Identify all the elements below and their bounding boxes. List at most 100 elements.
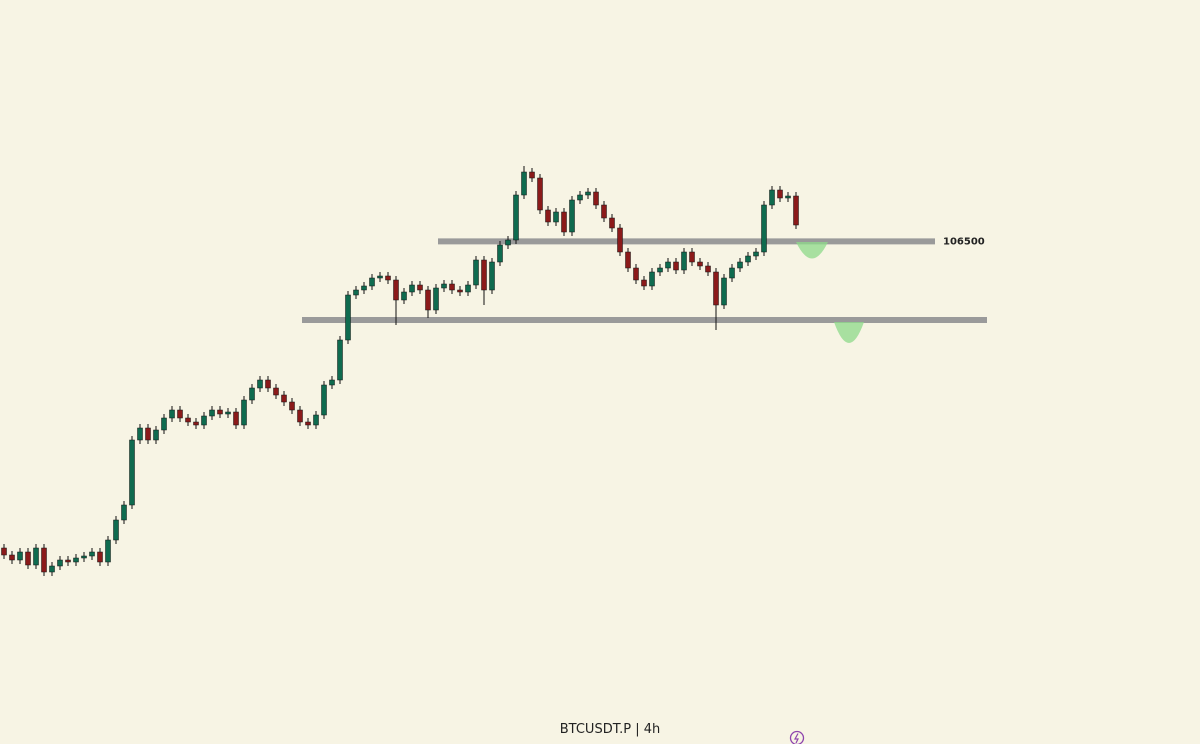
candle-body: [281, 394, 287, 403]
candle-body: [553, 211, 559, 223]
candle-body: [713, 271, 719, 306]
candle-body: [33, 547, 39, 566]
candle-body: [89, 551, 95, 557]
candle-body: [649, 271, 655, 287]
candle-body: [153, 429, 159, 441]
candle-body: [529, 171, 535, 179]
candle-body: [625, 251, 631, 269]
candle-body: [81, 555, 87, 559]
candle-body: [241, 399, 247, 426]
candle-body: [657, 267, 663, 273]
candle-body: [665, 261, 671, 269]
candle-body: [489, 261, 495, 291]
candle-body: [137, 427, 143, 441]
candle-body: [57, 559, 63, 567]
candle-body: [65, 559, 71, 563]
candle-body: [417, 284, 423, 291]
candle-body: [569, 199, 575, 233]
candle-body: [49, 565, 55, 573]
candle-body: [449, 283, 455, 291]
candle-body: [41, 547, 47, 573]
candle-body: [161, 417, 167, 431]
candle-body: [457, 289, 463, 293]
candle-body: [257, 379, 263, 389]
status-icon: [789, 730, 805, 744]
candle-body: [345, 294, 351, 341]
candle-body: [329, 379, 335, 386]
candle-body: [233, 411, 239, 426]
candle-body: [761, 204, 767, 253]
candle-body: [601, 204, 607, 219]
candle-body: [409, 284, 415, 293]
candle-body: [681, 251, 687, 271]
levels: 106500: [302, 236, 987, 323]
candle-body: [593, 191, 599, 206]
candle-body: [121, 504, 127, 521]
candle-body: [737, 261, 743, 269]
candle-body: [729, 267, 735, 279]
candle-body: [633, 267, 639, 281]
candle-body: [521, 171, 527, 196]
candle-body: [209, 409, 215, 417]
candle-body: [385, 275, 391, 281]
candle-body: [545, 209, 551, 223]
candle-body: [377, 275, 383, 279]
candle-body: [297, 409, 303, 423]
candle-body: [465, 284, 471, 293]
candle-body: [425, 289, 431, 311]
candle-body: [697, 261, 703, 267]
candle-body: [497, 244, 503, 263]
candle-body: [433, 287, 439, 311]
candle-body: [777, 189, 783, 199]
candle-body: [105, 539, 111, 563]
candle-body: [9, 554, 15, 561]
candle-body: [73, 557, 79, 563]
candle-body: [169, 409, 175, 419]
candle-body: [513, 194, 519, 241]
candle-body: [361, 285, 367, 291]
candle-body: [769, 189, 775, 206]
candle-body: [313, 414, 319, 426]
candle-body: [217, 409, 223, 415]
level-label: 106500: [943, 236, 985, 247]
candle-body: [721, 277, 727, 306]
candle-body: [289, 401, 295, 411]
candle-body: [585, 191, 591, 196]
candle-body: [185, 417, 191, 423]
candle-body: [745, 255, 751, 263]
projection-arc: [834, 322, 864, 343]
candle-body: [25, 551, 31, 566]
candle-body: [1, 547, 7, 556]
candle-body: [225, 411, 231, 415]
candle-body: [617, 227, 623, 253]
candle-body: [337, 339, 343, 381]
candle-body: [17, 551, 23, 561]
candle-body: [505, 239, 511, 246]
candle-body: [193, 421, 199, 426]
candle-body: [689, 251, 695, 263]
candle-body: [481, 259, 487, 291]
candle-body: [369, 277, 375, 287]
candle-body: [561, 211, 567, 233]
candle-body: [705, 265, 711, 273]
candles: [1, 166, 799, 576]
candle-body: [641, 279, 647, 287]
candle-body: [401, 291, 407, 301]
candle-body: [201, 415, 207, 426]
candle-body: [145, 427, 151, 441]
candle-body: [113, 519, 119, 541]
candle-body: [673, 261, 679, 271]
candle-body: [537, 177, 543, 211]
candle-body: [793, 195, 799, 226]
candle-body: [265, 379, 271, 389]
candle-body: [177, 409, 183, 419]
candle-body: [273, 387, 279, 396]
candle-body: [577, 194, 583, 201]
candle-body: [785, 195, 791, 199]
candle-body: [249, 387, 255, 401]
candle-body: [441, 283, 447, 289]
candle-body: [393, 279, 399, 301]
